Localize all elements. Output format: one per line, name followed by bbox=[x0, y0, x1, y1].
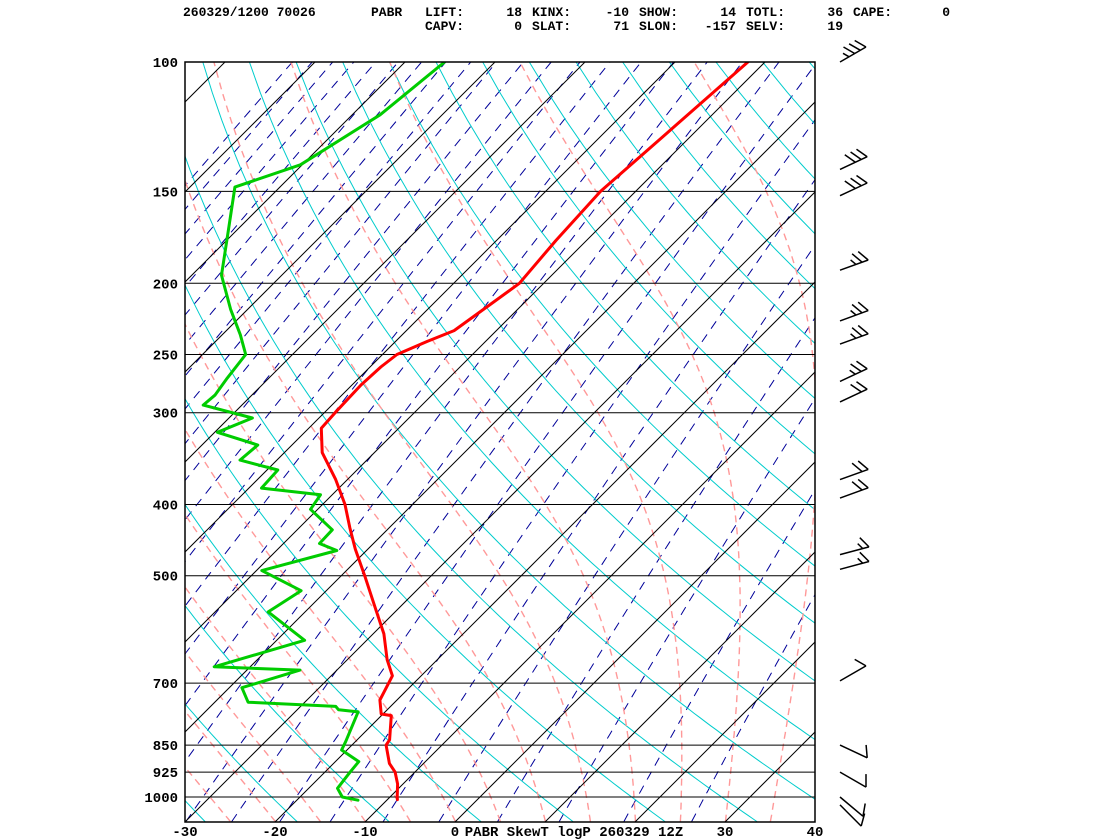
pressure-tick-label: 925 bbox=[153, 766, 178, 782]
index-value: 0 bbox=[514, 19, 522, 34]
temp-tick-label: -10 bbox=[352, 825, 377, 840]
pressure-tick-label: 250 bbox=[153, 349, 178, 365]
wind-barb bbox=[839, 381, 868, 403]
wind-barbs bbox=[839, 39, 870, 827]
wind-barb bbox=[839, 39, 867, 63]
index-label: SLAT: bbox=[532, 19, 572, 34]
index-value: 36 bbox=[827, 5, 843, 20]
temp-tick-label: -20 bbox=[262, 825, 287, 840]
moist-adiabats bbox=[185, 62, 815, 822]
station-id: PABR bbox=[371, 5, 403, 20]
index-value: -10 bbox=[605, 5, 629, 20]
wind-barb bbox=[839, 174, 868, 197]
index-value: 19 bbox=[827, 19, 843, 34]
wind-barb bbox=[839, 301, 869, 322]
wind-barb bbox=[839, 360, 868, 383]
pressure-tick-label: 700 bbox=[153, 677, 178, 693]
wind-barb bbox=[839, 551, 870, 571]
pressure-tick-label: 200 bbox=[153, 277, 178, 293]
index-slon: SLON: -157 bbox=[639, 20, 746, 34]
temp-tick-label: 0 bbox=[451, 825, 459, 840]
isotherms bbox=[185, 62, 815, 822]
index-show: SHOW: 14 bbox=[639, 6, 746, 20]
wind-barb bbox=[839, 460, 869, 481]
temperature-trace bbox=[319, 62, 750, 801]
wind-barb bbox=[839, 796, 866, 817]
index-capv: CAPV: 0 bbox=[425, 20, 532, 34]
sounding-datetime-station: 260329/1200 70026 bbox=[183, 5, 316, 20]
index-label: KINX: bbox=[532, 5, 572, 20]
wind-barb bbox=[839, 804, 866, 827]
wind-barb bbox=[839, 478, 869, 499]
pressure-gridlines bbox=[185, 62, 815, 798]
index-label: SHOW: bbox=[639, 5, 679, 20]
pressure-tick-label: 500 bbox=[153, 570, 178, 586]
pressure-tick-label: 400 bbox=[153, 499, 178, 515]
pressure-tick-label: 150 bbox=[153, 185, 178, 201]
wind-barb bbox=[839, 771, 867, 788]
index-value: 14 bbox=[720, 5, 736, 20]
dry-adiabats bbox=[185, 62, 815, 822]
index-label: CAPE: bbox=[853, 5, 893, 20]
index-label: CAPV: bbox=[425, 19, 465, 34]
index-kinx: KINX: -10 bbox=[532, 6, 639, 20]
wind-barb bbox=[839, 148, 868, 171]
wind-barb bbox=[839, 658, 867, 682]
pressure-tick-label: 1000 bbox=[144, 791, 178, 807]
sounding-header: 260329/1200 70026 PABR LIFT: 18 KINX: -10 SH… bbox=[0, 6, 1120, 90]
index-label: TOTL: bbox=[746, 5, 786, 20]
index-label: LIFT: bbox=[425, 5, 465, 20]
index-selv: SELV: 19 bbox=[746, 20, 853, 34]
index-label: SELV: bbox=[746, 19, 786, 34]
pressure-tick-label: 300 bbox=[153, 407, 178, 423]
pressure-tick-label: 100 bbox=[153, 56, 178, 72]
chart-background bbox=[185, 62, 815, 822]
index-value: 71 bbox=[613, 19, 629, 34]
pressure-tick-label: 850 bbox=[153, 739, 178, 755]
temp-tick-label: -30 bbox=[172, 825, 197, 840]
index-lift: LIFT: 18 bbox=[425, 6, 532, 20]
temp-tick-label: 40 bbox=[807, 825, 824, 840]
temp-tick-label: 30 bbox=[717, 825, 734, 840]
wind-barb bbox=[839, 324, 869, 345]
dewpoint-trace bbox=[201, 62, 447, 802]
wind-barb bbox=[839, 744, 868, 759]
indices-row-1: LIFT: 18 KINX: -10 SHOW: 14 TOTL: 36 CAPE: 0 bbox=[425, 6, 960, 20]
index-value: -157 bbox=[704, 19, 736, 34]
title-backing bbox=[460, 823, 688, 840]
index-totl: TOTL: 36 bbox=[746, 6, 853, 20]
wind-barb bbox=[839, 251, 869, 271]
plot-frame bbox=[184, 61, 816, 823]
chart-footer-title: PABR SkewT logP 260329 12Z bbox=[465, 825, 683, 840]
index-cape: CAPE: 0 bbox=[853, 6, 960, 20]
index-label: SLON: bbox=[639, 19, 679, 34]
wind-barb bbox=[839, 537, 870, 556]
mixing-ratio-lines bbox=[185, 62, 815, 822]
index-value: 0 bbox=[942, 5, 950, 20]
indices-row-2: CAPV: 0 SLAT: 71 SLON: -157 SELV: 19 bbox=[425, 20, 853, 34]
index-slat: SLAT: 71 bbox=[532, 20, 639, 34]
index-value: 18 bbox=[506, 5, 522, 20]
